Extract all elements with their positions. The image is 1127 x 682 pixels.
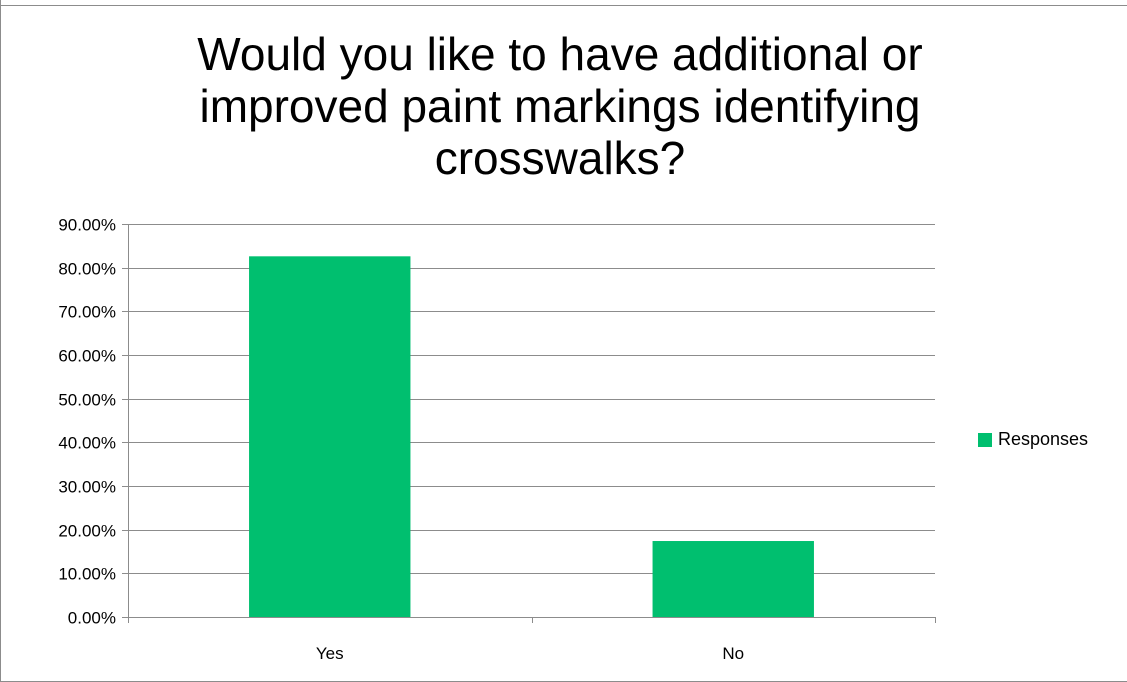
chart-top-border — [0, 5, 1127, 6]
y-tick-label: 40.00% — [58, 434, 116, 453]
y-tick-label: 0.00% — [68, 609, 116, 628]
y-tick-label: 50.00% — [58, 391, 116, 410]
x-tick-label: No — [722, 644, 744, 663]
y-tick-label: 30.00% — [58, 478, 116, 497]
bar-yes — [249, 256, 411, 617]
legend-swatch — [978, 432, 992, 447]
bar-no — [652, 541, 814, 617]
chart-legend: Responses — [978, 429, 1088, 450]
legend-label: Responses — [998, 429, 1089, 449]
y-tick-label: 70.00% — [58, 303, 116, 322]
y-tick-label: 90.00% — [58, 216, 116, 235]
y-tick-label: 80.00% — [58, 260, 116, 279]
y-tick-label: 60.00% — [58, 347, 116, 366]
x-tick-label: Yes — [316, 644, 344, 663]
chart-title: Would you like to have additional or imp… — [197, 28, 923, 184]
y-tick-label: 20.00% — [58, 522, 116, 541]
y-tick-label: 10.00% — [58, 565, 116, 584]
